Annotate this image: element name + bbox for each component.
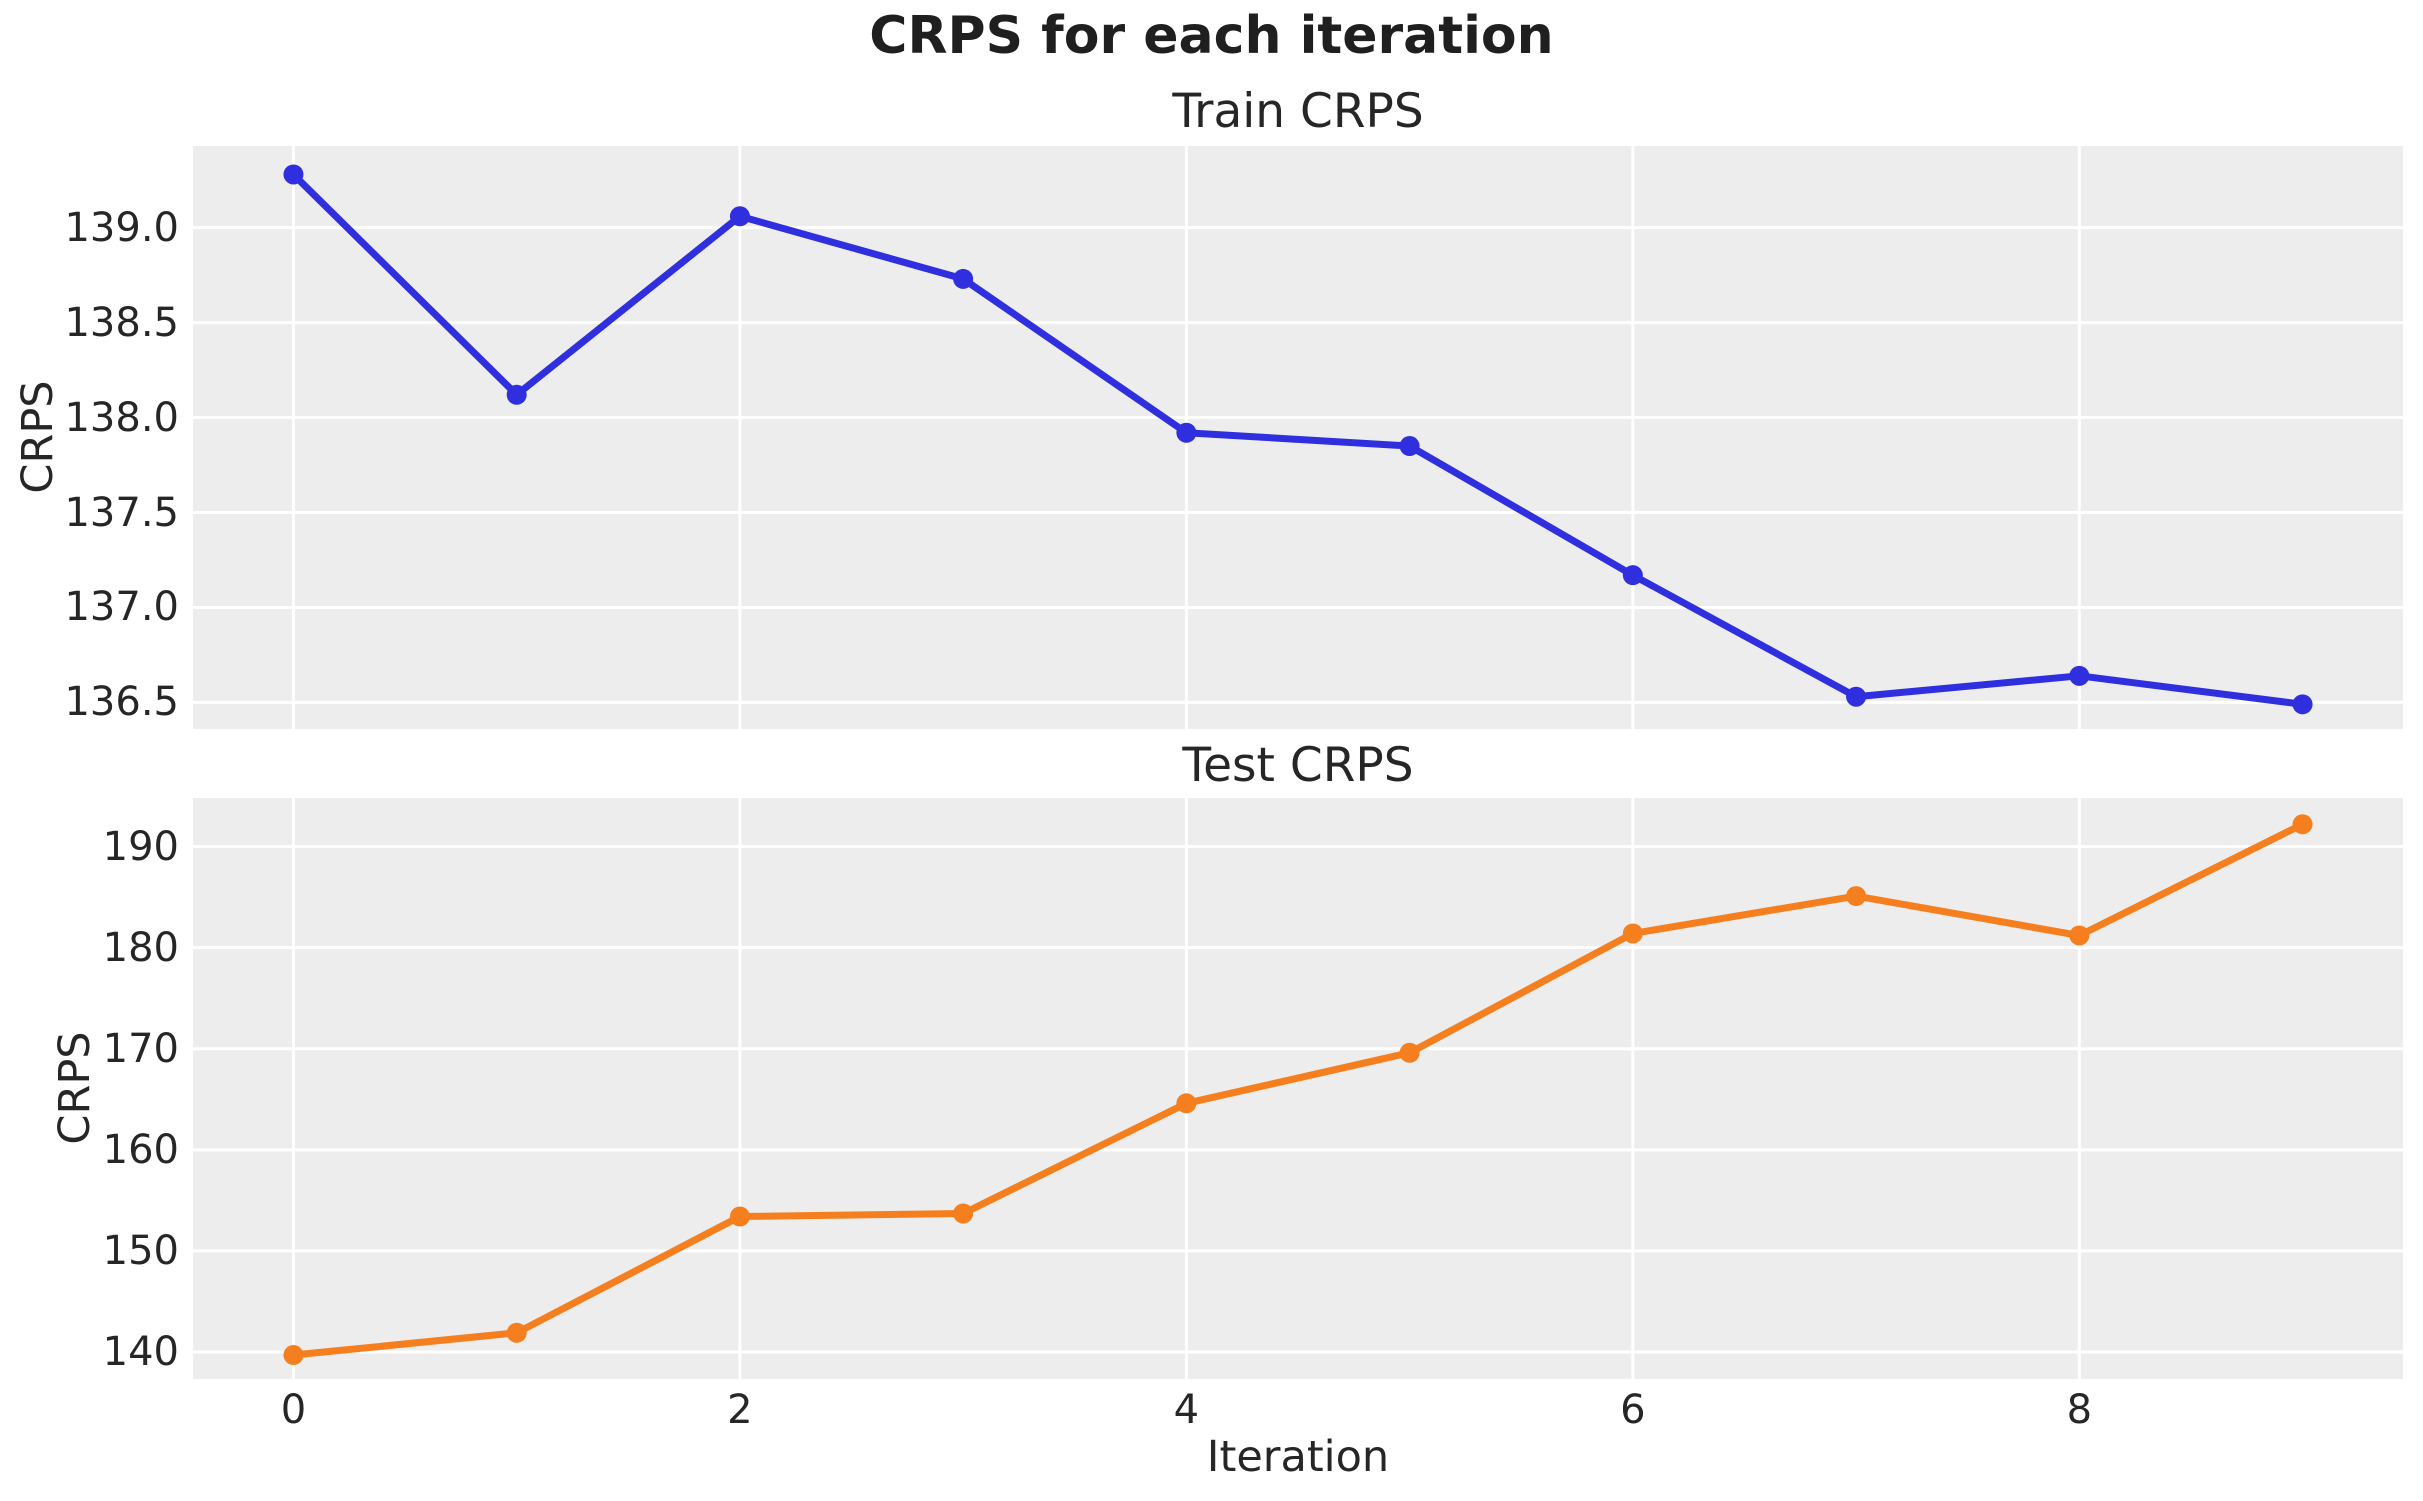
train-plot-area — [193, 146, 2403, 729]
y-tick-label: 137.5 — [64, 489, 179, 536]
test-plot-area — [193, 798, 2403, 1379]
y-tick-label: 140 — [102, 1329, 179, 1375]
data-point-marker — [1399, 436, 1420, 457]
plot-background — [193, 798, 2403, 1379]
data-point-marker — [729, 206, 750, 227]
data-point-marker — [953, 1203, 974, 1224]
data-point-marker — [2069, 665, 2090, 686]
data-point-marker — [1176, 422, 1197, 443]
y-tick-label: 138.0 — [64, 394, 179, 441]
y-tick-label: 136.5 — [64, 679, 179, 726]
x-tick-label: 4 — [1173, 1387, 1200, 1433]
data-point-marker — [1176, 1093, 1197, 1114]
subplot-title-train: Train CRPS — [1172, 84, 1424, 139]
y-tick-label: 138.5 — [64, 299, 179, 346]
data-point-marker — [283, 164, 304, 185]
data-point-marker — [1622, 565, 1643, 586]
data-point-marker — [506, 1322, 527, 1343]
y-tick-label: 190 — [102, 823, 179, 870]
x-tick-label: 2 — [727, 1387, 753, 1433]
subplot-title-test: Test CRPS — [1182, 738, 1414, 793]
x-tick-label: 0 — [280, 1387, 307, 1433]
data-point-marker — [2069, 925, 2090, 946]
y-tick-label: 170 — [102, 1025, 179, 1072]
x-axis-label: Iteration — [1206, 1432, 1390, 1482]
series-line — [289, 820, 2307, 1359]
data-point-marker — [1622, 923, 1643, 944]
x-tick-label: 6 — [1620, 1387, 1646, 1433]
y-tick-label: 180 — [102, 924, 179, 971]
series-line — [289, 170, 2307, 708]
y-tick-label: 137.0 — [64, 584, 179, 631]
figure-title: CRPS for each iteration — [869, 6, 1554, 66]
data-point-marker — [1846, 686, 1867, 707]
data-point-marker — [729, 1206, 750, 1227]
data-point-marker — [1846, 886, 1867, 907]
x-tick-label: 8 — [2066, 1387, 2093, 1433]
y-tick-label: 150 — [102, 1227, 179, 1274]
data-point-marker — [506, 384, 527, 405]
data-point-marker — [1399, 1042, 1420, 1063]
data-point-marker — [953, 268, 974, 289]
y-tick-label: 160 — [102, 1126, 179, 1173]
data-point-marker — [2292, 694, 2313, 715]
y-tick-label: 139.0 — [64, 204, 179, 251]
data-point-marker — [2292, 814, 2313, 835]
data-point-marker — [283, 1345, 304, 1366]
